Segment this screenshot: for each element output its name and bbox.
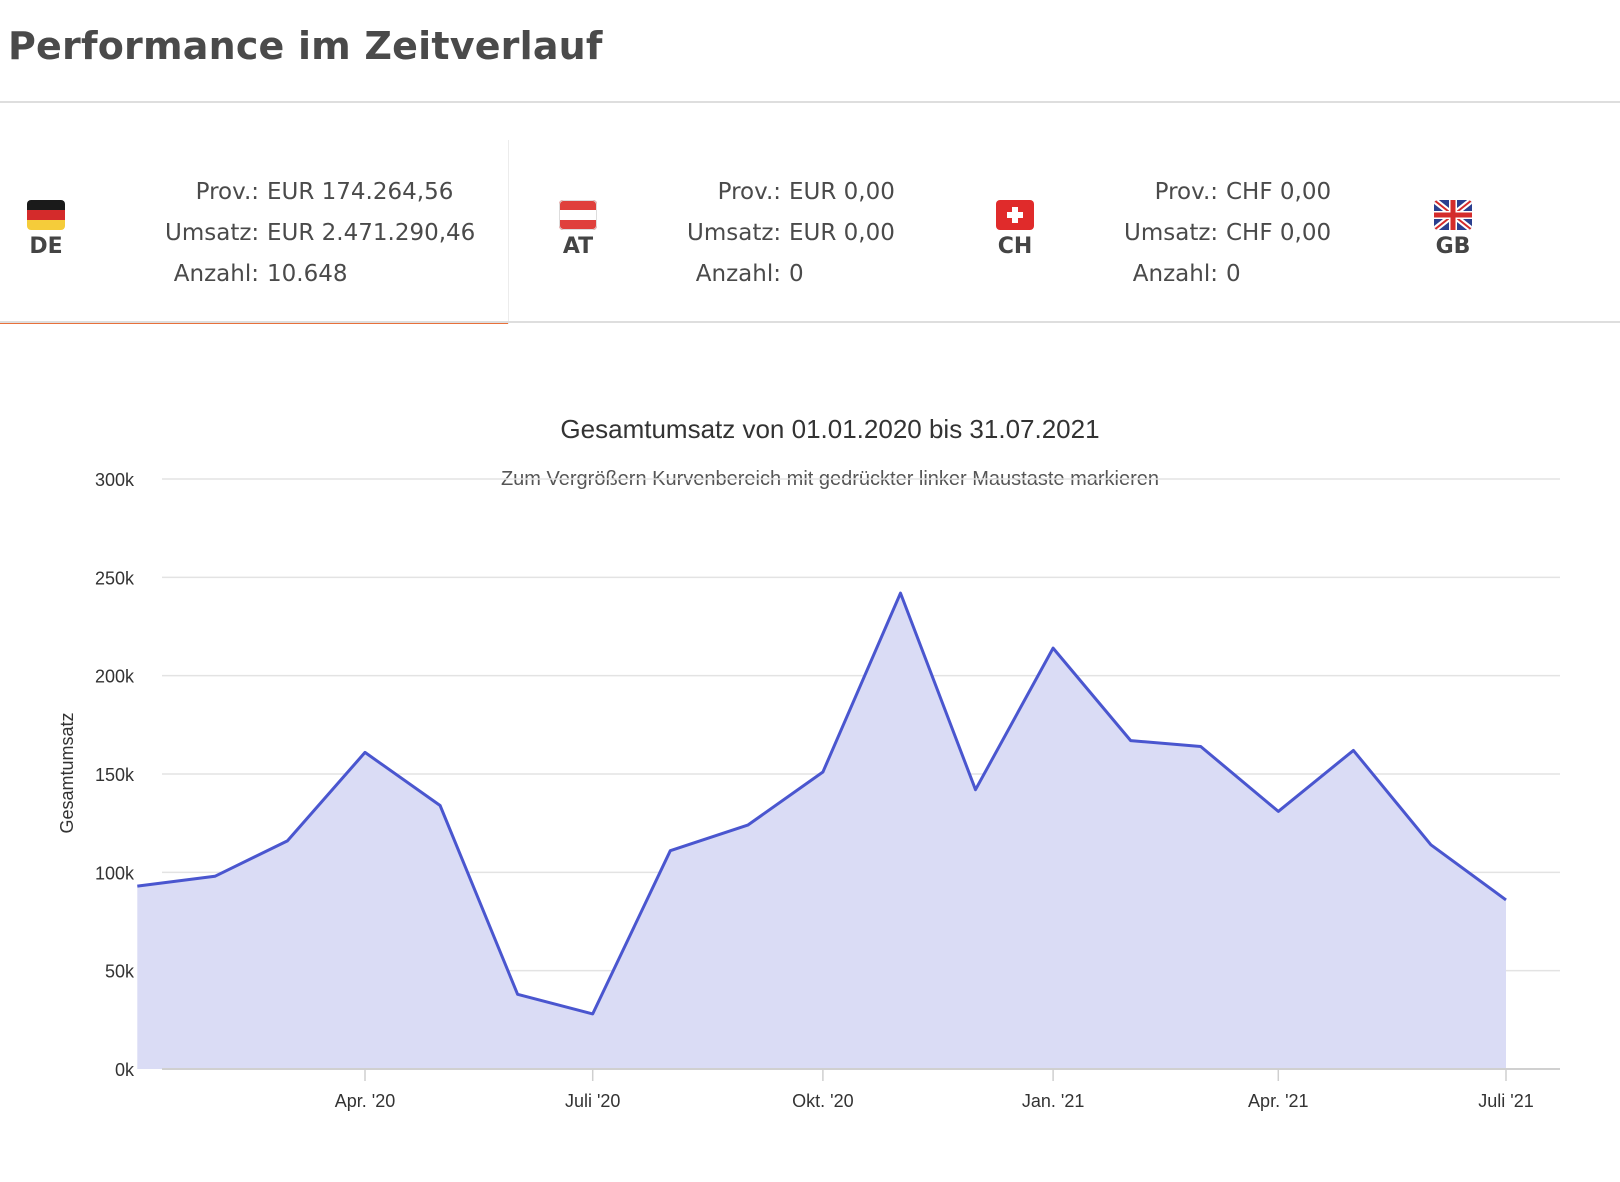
umsatz-label: Umsatz: [165,220,260,246]
country-code: AT [562,234,594,259]
umsatz-value: EUR 2.471.290,46 [267,220,476,246]
prov-label: Prov.: [195,179,259,205]
switzerland-flag-icon [996,200,1036,232]
country-stats: Prov.: EUR 0,00 Umsatz: EUR 0,00 Anzahl: 0 [687,172,895,295]
axes: 0k 50k 100k 150k 200k 250k 300k Apr. '20 Juli '2… [95,470,1560,1111]
country-code: GB [1435,234,1471,259]
country-tab-de[interactable]: DE Prov.: EUR 174.264,56 Umsatz: EUR 2.471… [0,140,509,324]
page-title: Performance im Zeitverlauf [8,24,603,68]
country-tab-gb[interactable]: GB [1381,140,1620,324]
y-tick-label: 100k [95,863,135,883]
country-tab-at[interactable]: AT Prov.: EUR 0,00 Umsatz: EUR 0,00 Anzahl… [509,140,939,324]
x-tick-label: Okt. '20 [792,1091,853,1111]
prov-label: Prov.: [717,179,781,205]
anzahl-value: 0 [1226,261,1241,287]
umsatz-label: Umsatz: [1124,220,1219,246]
y-tick-label: 150k [95,765,135,785]
anzahl-label: Anzahl: [1132,261,1218,287]
anzahl-label: Anzahl: [695,261,781,287]
header-divider [0,101,1620,103]
y-tick-label: 250k [95,568,135,588]
x-tick-label: Apr. '20 [335,1091,395,1111]
prov-value: CHF 0,00 [1226,179,1332,205]
series-area-fill [137,593,1506,1069]
umsatz-label: Umsatz: [687,220,782,246]
country-stats: Prov.: CHF 0,00 Umsatz: CHF 0,00 Anzahl: 0 [1124,172,1331,295]
country-code: DE [29,234,63,259]
country-tab-bar: DE Prov.: EUR 174.264,56 Umsatz: EUR 2.471… [0,140,1620,324]
y-axis-label: Gesamtumsatz [57,712,77,833]
uk-flag-icon [1434,200,1474,232]
x-tick-label: Juli '21 [1478,1091,1533,1111]
series-area [137,591,1507,1069]
chart-title: Gesamtumsatz von 01.01.2020 bis 31.07.20… [560,414,1100,444]
x-tick-label: Apr. '21 [1248,1091,1308,1111]
prov-value: EUR 0,00 [789,179,895,205]
country-code: CH [997,234,1033,259]
germany-flag-icon [27,200,67,232]
y-tick-label: 0k [115,1060,135,1080]
austria-flag-icon [559,200,599,232]
series-line [137,591,1507,1016]
prov-label: Prov.: [1154,179,1218,205]
x-tick-label: Juli '20 [565,1091,620,1111]
anzahl-value: 0 [789,261,804,287]
country-stats: Prov.: EUR 174.264,56 Umsatz: EUR 2.471.29… [165,172,475,295]
country-bar-divider [0,321,1620,323]
anzahl-value: 10.648 [267,261,348,287]
country-tab-ch[interactable]: CH Prov.: CHF 0,00 Umsatz: CHF 0,00 Anzahl… [940,140,1380,324]
y-tick-label: 300k [95,470,135,490]
anzahl-label: Anzahl: [173,261,259,287]
y-tick-label: 50k [105,962,135,982]
y-tick-label: 200k [95,667,135,687]
x-tick-label: Jan. '21 [1022,1091,1084,1111]
umsatz-value: EUR 0,00 [789,220,895,246]
prov-value: EUR 174.264,56 [267,179,454,205]
umsatz-value: CHF 0,00 [1226,220,1332,246]
